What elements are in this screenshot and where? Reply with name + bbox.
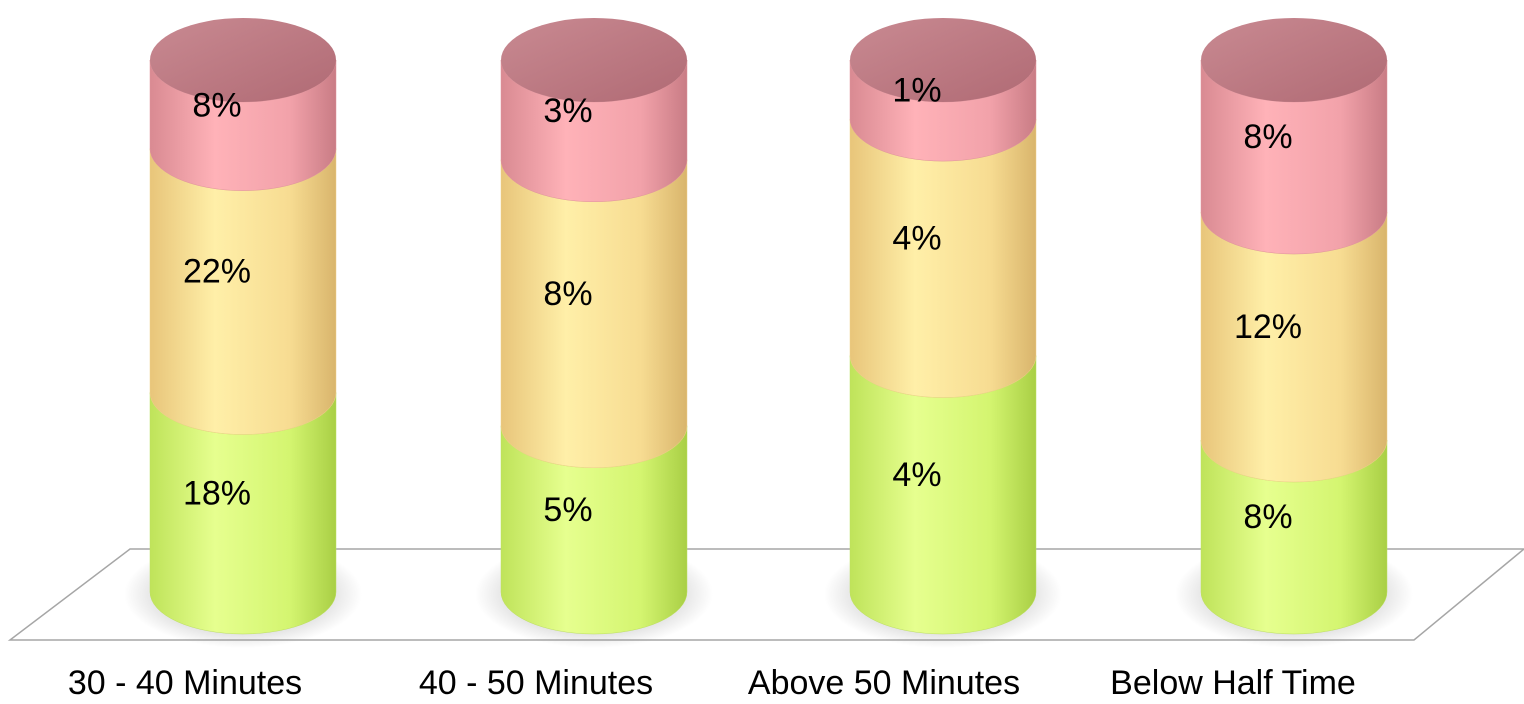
bar-top-cap [1201, 18, 1387, 102]
segment-value-label: 18% [183, 474, 251, 512]
category-label: 40 - 50 Minutes [419, 664, 653, 702]
category-axis: 30 - 40 Minutes 40 - 50 Minutes Above 50… [68, 664, 1356, 702]
bar-top-cap [850, 18, 1036, 102]
category-label: 30 - 40 Minutes [68, 664, 302, 702]
segment-value-label: 5% [543, 491, 592, 529]
segment-value-label: 4% [892, 219, 941, 257]
bar-top-cap [150, 18, 336, 102]
bar-segment [500, 159, 688, 468]
segment-value-label: 3% [543, 92, 592, 130]
bar-top-cap [501, 18, 687, 102]
category-label: Below Half Time [1110, 664, 1356, 702]
chart-floor [7, 548, 1524, 641]
cylinder-bar: 4% 4% 1% [824, 18, 1062, 648]
segment-value-label: 1% [892, 72, 941, 110]
cylinder-bar: 5% 8% 3% [475, 18, 713, 648]
cylinder-bar: 18% 22% 8% [124, 18, 362, 648]
bars-layer: 18% 22% 8% 5% 8% 3% 4% 4% 1% 8% 12% 8% [124, 18, 1413, 648]
segment-value-label: 12% [1234, 308, 1302, 346]
segment-value-label: 4% [892, 456, 941, 494]
segment-value-label: 8% [1243, 498, 1292, 536]
segment-value-label: 8% [192, 86, 241, 124]
segment-value-label: 8% [1243, 118, 1292, 156]
bar-segment [149, 148, 337, 435]
category-label: Above 50 Minutes [748, 664, 1020, 702]
segment-value-label: 22% [183, 253, 251, 291]
cylinder-bar: 8% 12% 8% [1175, 18, 1413, 648]
segment-value-label: 8% [543, 275, 592, 313]
